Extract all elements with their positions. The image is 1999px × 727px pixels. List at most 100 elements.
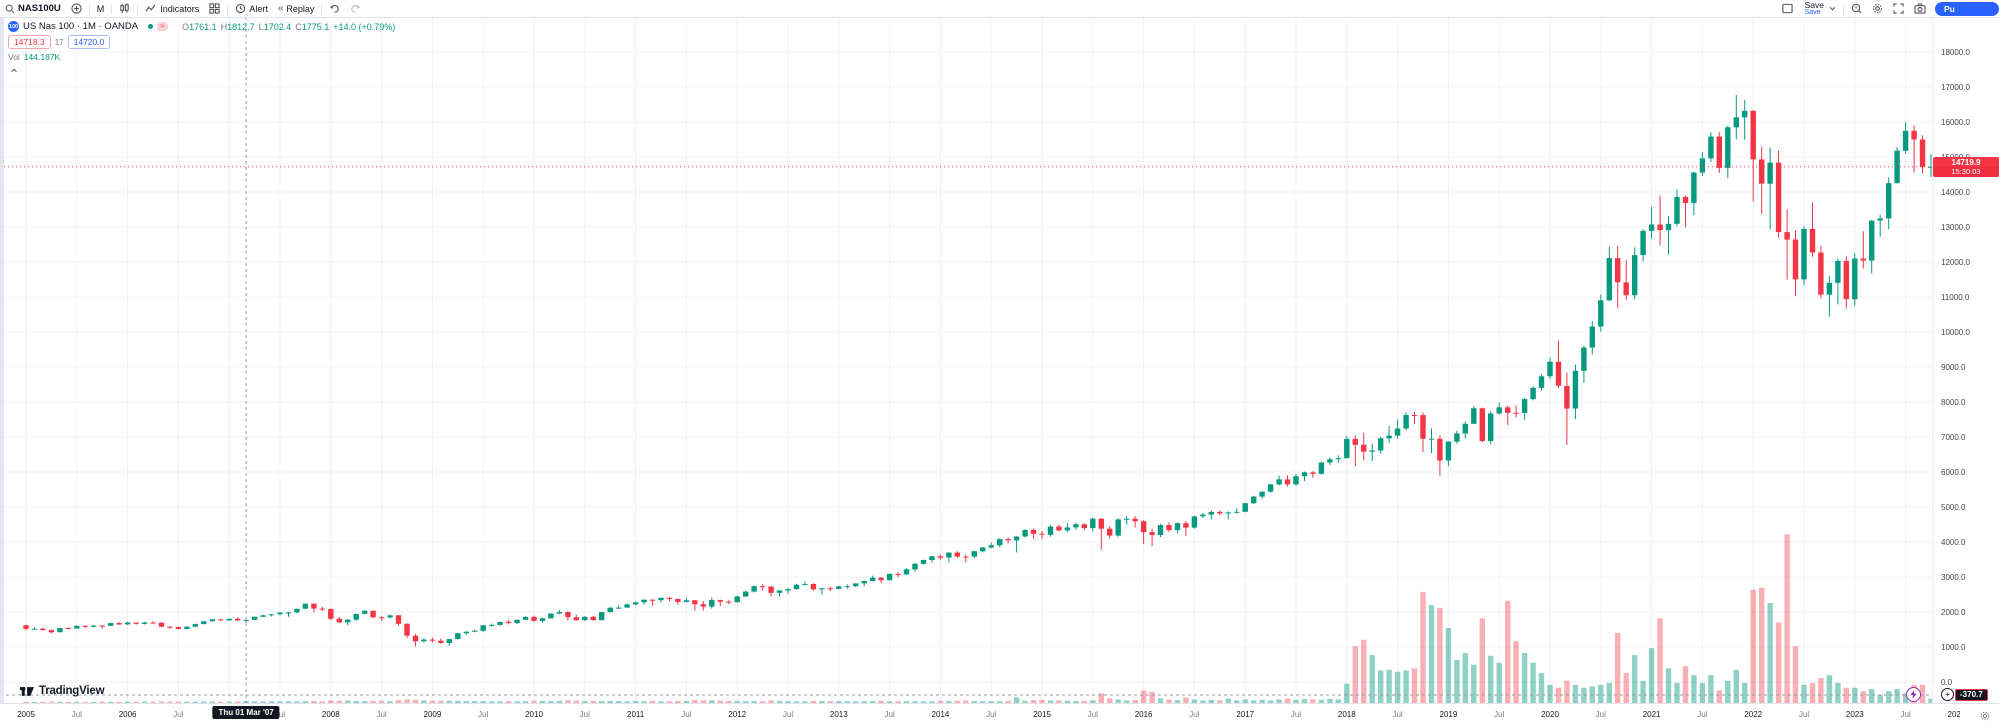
candle	[1759, 147, 1765, 214]
volume-bar	[74, 701, 80, 703]
candle	[1411, 411, 1418, 424]
candle	[1894, 147, 1900, 184]
volume-bar	[1310, 699, 1316, 703]
sell-price-button[interactable]: 14718.3	[8, 35, 51, 49]
price-axis[interactable]: 18000.0 17000.0 16000.0 15000.0 14000.0 13000…	[1932, 17, 1999, 703]
alert-button[interactable]: Alert	[230, 1, 273, 16]
volume-bar	[1725, 680, 1731, 703]
time-tick-label: Jul	[1189, 710, 1200, 719]
layout-templates-button[interactable]	[204, 1, 225, 16]
volume-bar	[726, 701, 732, 703]
volume-bar	[1030, 700, 1037, 703]
candle	[497, 621, 503, 626]
candle	[463, 631, 469, 635]
tradingview-logo[interactable]: TradingView	[20, 685, 105, 697]
candle	[903, 568, 910, 575]
candle	[980, 546, 986, 553]
volume-bar	[1682, 666, 1689, 703]
candle	[946, 552, 952, 563]
time-axis-settings-button[interactable]	[1980, 708, 1990, 726]
legend-collapse-button[interactable]	[8, 65, 20, 75]
volume-bar	[370, 700, 376, 703]
candle	[48, 629, 55, 634]
tradingview-wordmark: TradingView	[39, 685, 105, 697]
volume-bar	[446, 700, 452, 703]
volume-bar	[31, 701, 38, 703]
candle	[929, 555, 935, 563]
candle	[336, 616, 342, 623]
buy-price-button[interactable]: 14720.0	[67, 35, 111, 49]
legend-symbol-title[interactable]: US Nas 100 · 1M · OANDA	[23, 21, 139, 32]
volume-bar	[878, 700, 884, 703]
volume-bar	[768, 700, 774, 703]
chart-settings-button[interactable]	[1867, 1, 1888, 16]
candle	[311, 603, 317, 613]
volume-bar	[404, 699, 410, 703]
quick-search-button[interactable]	[1846, 1, 1867, 16]
candle	[1767, 147, 1773, 229]
candle	[1437, 435, 1443, 476]
symbol-search-button[interactable]: NAS100U	[0, 1, 66, 16]
drawing-toolbar-collapsed-strip[interactable]	[0, 17, 4, 703]
candle	[1648, 206, 1655, 239]
candle	[99, 625, 105, 629]
volume-label[interactable]: Vol	[8, 52, 20, 62]
add-alert-plus-icon[interactable]: +	[1941, 688, 1954, 702]
volume-bar	[1598, 684, 1604, 703]
indicators-button[interactable]: Indicators	[140, 1, 204, 16]
candle	[1581, 346, 1587, 383]
candle	[827, 586, 833, 591]
volume-bar	[734, 700, 740, 703]
compare-add-symbol-button[interactable]	[66, 1, 87, 16]
right-panel-toggle-button[interactable]	[1777, 1, 1798, 16]
candle	[23, 624, 29, 631]
interval-button[interactable]: M	[92, 1, 110, 16]
candle	[1826, 276, 1833, 317]
candle	[1428, 428, 1435, 454]
volume-bar	[311, 700, 317, 703]
save-button[interactable]: Save Save	[1798, 1, 1841, 16]
volume-bar	[886, 701, 893, 703]
volume-bar	[1538, 673, 1545, 703]
candle	[1852, 253, 1858, 306]
candle	[1479, 407, 1485, 443]
volume-bar	[1005, 700, 1011, 703]
volume-bar	[1869, 689, 1875, 703]
lightning-badge-icon[interactable]	[1906, 686, 1921, 702]
volume-bar	[218, 701, 224, 703]
candle	[666, 597, 673, 602]
camera-icon	[1914, 3, 1926, 14]
volume-bar	[1174, 700, 1181, 703]
time-tick-label: 2021	[1642, 710, 1661, 719]
replay-button[interactable]: « Replay	[273, 1, 320, 16]
volume-bar	[971, 701, 977, 703]
undo-button[interactable]	[324, 1, 345, 16]
volume-bar	[429, 700, 436, 703]
time-tick-label: 2015	[1033, 710, 1051, 719]
volume-bar	[743, 701, 749, 703]
gear-icon	[1980, 711, 1990, 721]
data-issue-icon[interactable]: ≈	[157, 22, 169, 31]
publish-button[interactable]: Pu	[1935, 1, 1999, 16]
time-tick-label: Jul	[1697, 710, 1708, 719]
volume-bar	[548, 701, 554, 703]
chart-canvas[interactable]	[0, 0, 1932, 703]
volume-bar	[1191, 699, 1198, 703]
candle	[1699, 152, 1706, 176]
time-tick-label: Jul	[1087, 710, 1098, 719]
redo-button[interactable]	[345, 1, 366, 16]
volume-bar	[1361, 639, 1367, 703]
volume-bar	[1403, 670, 1409, 703]
candle	[1242, 502, 1248, 513]
time-axis[interactable]: 2005Jul2006Jul2007Jul2008Jul2009Jul2010J…	[0, 703, 1999, 727]
candle	[1919, 135, 1926, 174]
volume-bar	[1124, 700, 1130, 703]
time-tick-label: 2005	[17, 710, 35, 719]
candle	[1013, 536, 1020, 553]
volume-bar	[353, 700, 359, 703]
candle	[768, 586, 774, 597]
candle	[751, 585, 757, 593]
fullscreen-button[interactable]	[1888, 1, 1909, 16]
snapshot-button[interactable]	[1909, 1, 1931, 16]
chart-style-button[interactable]	[114, 1, 135, 16]
